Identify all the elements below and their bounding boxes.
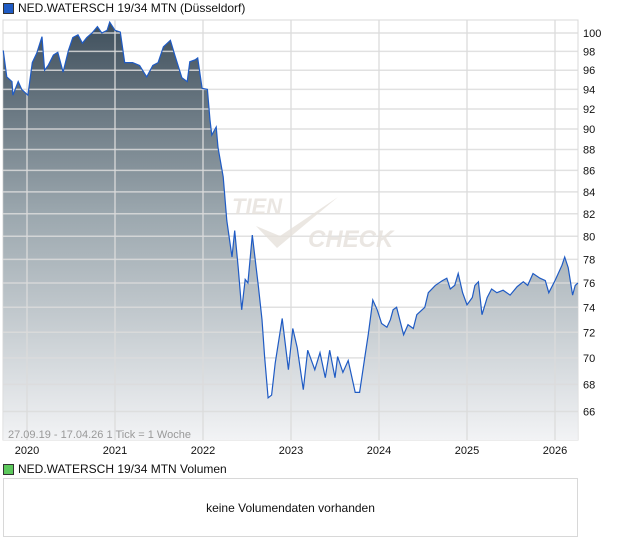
chart-info-text: 27.09.19 - 17.04.26 1 Tick = 1 Woche (8, 429, 191, 441)
y-tick-label: 78 (583, 254, 595, 266)
y-tick-label: 74 (583, 302, 595, 314)
x-tick-label: 2025 (455, 445, 479, 457)
y-tick-label: 80 (583, 231, 595, 243)
y-tick-label: 88 (583, 144, 595, 156)
volume-legend-swatch (3, 463, 14, 475)
price-area-fill (3, 22, 578, 440)
x-tick-label: 2020 (15, 445, 39, 457)
x-tick-label: 2022 (191, 445, 215, 457)
x-tick-label: 2021 (103, 445, 127, 457)
price-legend: NED.WATERSCH 19/34 MTN (Düsseldorf) (3, 1, 245, 15)
y-tick-label: 66 (583, 407, 595, 419)
x-tick-label: 2023 (279, 445, 303, 457)
volume-panel: keine Volumendaten vorhanden (3, 478, 578, 537)
y-tick-label: 68 (583, 379, 595, 391)
y-tick-label: 94 (583, 84, 595, 96)
y-tick-label: 72 (583, 327, 595, 339)
y-tick-label: 92 (583, 104, 595, 116)
watermark-check-icon (256, 197, 338, 248)
x-tick-label: 2026 (543, 445, 567, 457)
y-tick-label: 84 (583, 187, 595, 199)
y-tick-label: 100 (583, 28, 601, 40)
watermark-text: TIEN (232, 194, 283, 219)
volume-legend-label: NED.WATERSCH 19/34 MTN Volumen (18, 462, 227, 476)
y-tick-label: 90 (583, 124, 595, 136)
x-tick-label: 2024 (367, 445, 391, 457)
y-tick-label: 82 (583, 209, 595, 221)
price-line (2, 20, 579, 399)
watermark-text: CHECK (308, 226, 395, 253)
price-legend-label: NED.WATERSCH 19/34 MTN (Düsseldorf) (18, 1, 246, 15)
volume-legend: NED.WATERSCH 19/34 MTN Volumen (3, 462, 227, 476)
price-legend-swatch (3, 2, 14, 14)
y-tick-label: 96 (583, 65, 595, 77)
y-tick-label: 76 (583, 278, 595, 290)
y-tick-label: 86 (583, 165, 595, 177)
y-tick-label: 98 (583, 46, 595, 58)
volume-empty-message: keine Volumendaten vorhanden (206, 500, 375, 515)
y-tick-label: 70 (583, 353, 595, 365)
